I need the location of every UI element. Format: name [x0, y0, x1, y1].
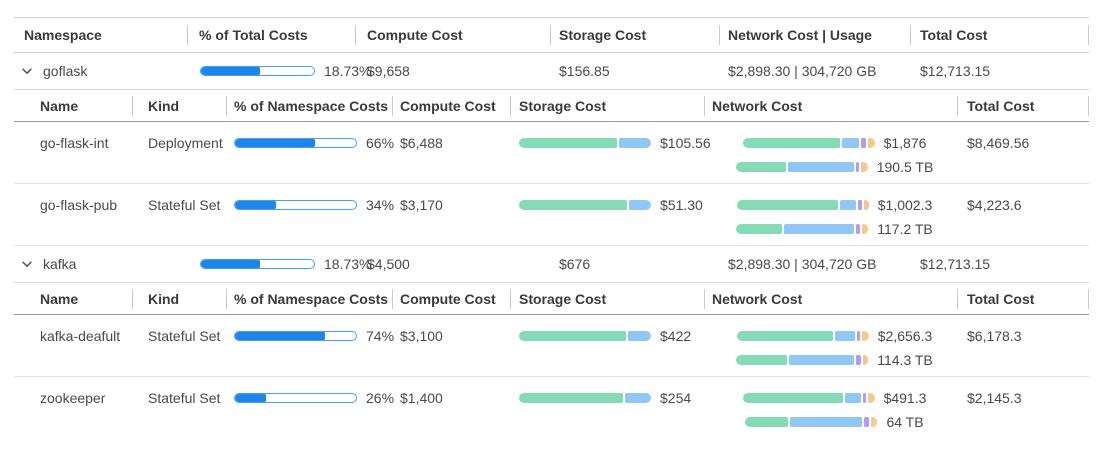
- network-cost-bar: [736, 200, 869, 210]
- workload-row-kafka-deafult: kafka-deafult Stateful Set 74% $3,100 $4…: [14, 315, 1089, 377]
- workload-kind: Stateful Set: [148, 197, 221, 213]
- network-usage-bar: [736, 355, 869, 365]
- pct-total-costs-value: 18.73%: [324, 63, 372, 79]
- pct-namespace-costs-value: 26%: [366, 390, 395, 406]
- network-usage-value: 114.3 TB: [877, 352, 933, 368]
- pct-namespace-costs-value: 34%: [366, 197, 395, 213]
- network-cost-value: $1,002.3: [877, 197, 933, 213]
- workload-name: kafka-deafult: [40, 328, 121, 344]
- namespace-row-goflask[interactable]: goflask 18.73% $9,658 $156.85 $2,898.30 …: [14, 53, 1089, 90]
- network-cost-bar: [742, 393, 875, 403]
- storage-cost-bar: [519, 138, 651, 148]
- network-cost-value: $491.3: [883, 390, 927, 406]
- storage-cost-value: $105.56: [660, 135, 711, 151]
- compute-cost-value: $4,500: [367, 256, 410, 272]
- col-header-storage-cost: Storage Cost: [550, 18, 719, 52]
- pct-namespace-costs-bar: [234, 331, 357, 341]
- namespace-name: kafka: [43, 256, 77, 272]
- network-usage-value: 190.5 TB: [876, 159, 934, 175]
- namespace-name: goflask: [43, 63, 88, 79]
- pct-total-costs-value: 18.73%: [324, 256, 372, 272]
- storage-cost-value: $156.85: [559, 63, 610, 79]
- chevron-down-icon[interactable]: [20, 64, 34, 78]
- network-cost-usage-value: $2,898.30 | 304,720 GB: [728, 256, 877, 272]
- col-header-name: Name: [40, 290, 79, 307]
- pct-total-costs-bar: [200, 66, 315, 76]
- col-header-pct-total-costs: % of Total Costs: [187, 18, 355, 52]
- pct-namespace-costs-bar: [234, 393, 357, 403]
- network-usage-bar: [745, 417, 878, 427]
- col-header-kind: Kind: [132, 90, 226, 121]
- pct-total-costs-bar: [200, 259, 315, 269]
- col-header-storage-cost: Storage Cost: [510, 90, 704, 121]
- network-cost-bar: [742, 138, 875, 148]
- col-header-compute-cost: Compute Cost: [392, 90, 510, 121]
- network-usage-value: 64 TB: [886, 414, 924, 430]
- col-header-pct-namespace-costs: % of Namespace Costs: [226, 283, 392, 314]
- compute-cost-value: $9,658: [367, 63, 410, 79]
- chevron-down-icon[interactable]: [20, 257, 34, 271]
- col-header-total-cost: Total Cost: [957, 90, 1089, 121]
- col-header-compute-cost: Compute Cost: [392, 283, 510, 314]
- col-header-name: Name: [40, 97, 79, 114]
- col-header-storage-cost: Storage Cost: [510, 283, 704, 314]
- storage-cost-value: $51.30: [660, 197, 703, 213]
- network-cost-value: $2,656.3: [877, 328, 933, 344]
- compute-cost-value: $3,100: [400, 328, 443, 344]
- network-cost-usage-value: $2,898.30 | 304,720 GB: [728, 63, 877, 79]
- total-cost-value: $6,178.3: [967, 328, 1022, 344]
- workload-row-go-flask-pub: go-flask-pub Stateful Set 34% $3,170 $51…: [14, 184, 1089, 246]
- compute-cost-value: $1,400: [400, 390, 443, 406]
- workload-name: go-flask-pub: [40, 197, 118, 213]
- cost-breakdown-table: Namespace % of Total Costs Compute Cost …: [14, 17, 1089, 439]
- total-cost-value: $4,223.6: [967, 197, 1022, 213]
- storage-cost-bar: [519, 331, 651, 341]
- total-cost-value: $12,713.15: [920, 63, 991, 79]
- pct-namespace-costs-value: 66%: [366, 135, 395, 151]
- pct-namespace-costs-bar: [234, 200, 357, 210]
- col-header-network-cost-usage: Network Cost | Usage: [719, 18, 910, 52]
- col-header-namespace: Namespace: [24, 27, 102, 43]
- workload-kind: Stateful Set: [148, 328, 221, 344]
- pct-namespace-costs-value: 74%: [366, 328, 395, 344]
- storage-cost-value: $422: [660, 328, 692, 344]
- storage-cost-value: $676: [559, 256, 591, 272]
- col-header-pct-namespace-costs: % of Namespace Costs: [226, 90, 392, 121]
- col-header-network-cost: Network Cost: [704, 283, 957, 314]
- total-cost-value: $8,469.56: [967, 135, 1030, 151]
- total-cost-value: $12,713.15: [920, 256, 991, 272]
- network-cost-value: $1,876: [883, 135, 927, 151]
- network-usage-bar: [735, 162, 868, 172]
- storage-cost-bar: [519, 200, 651, 210]
- col-header-kind: Kind: [132, 283, 226, 314]
- storage-cost-bar: [519, 393, 651, 403]
- compute-cost-value: $6,488: [400, 135, 443, 151]
- workload-kind: Stateful Set: [148, 390, 221, 406]
- network-cost-bar: [736, 331, 869, 341]
- col-header-total-cost: Total Cost: [957, 283, 1089, 314]
- namespace-row-kafka[interactable]: kafka 18.73% $4,500 $676 $2,898.30 | 304…: [14, 246, 1089, 283]
- total-cost-value: $2,145.3: [967, 390, 1022, 406]
- compute-cost-value: $3,170: [400, 197, 443, 213]
- workload-row-zookeeper: zookeeper Stateful Set 26% $1,400 $254 $…: [14, 377, 1089, 439]
- col-header-network-cost: Network Cost: [704, 90, 957, 121]
- network-usage-value: 117.2 TB: [877, 221, 933, 237]
- workload-header-row: Name Kind % of Namespace Costs Compute C…: [14, 283, 1089, 315]
- network-usage-bar: [736, 224, 869, 234]
- col-header-compute-cost: Compute Cost: [355, 18, 550, 52]
- workload-name: zookeeper: [40, 390, 106, 406]
- pct-namespace-costs-bar: [234, 138, 357, 148]
- table-header-row: Namespace % of Total Costs Compute Cost …: [14, 17, 1089, 53]
- storage-cost-value: $254: [660, 390, 692, 406]
- workload-name: go-flask-int: [40, 135, 109, 151]
- workload-row-go-flask-int: go-flask-int Deployment 66% $6,488 $105.…: [14, 122, 1089, 184]
- col-header-total-cost: Total Cost: [910, 18, 1089, 52]
- workload-kind: Deployment: [148, 135, 223, 151]
- workload-header-row: Name Kind % of Namespace Costs Compute C…: [14, 90, 1089, 122]
